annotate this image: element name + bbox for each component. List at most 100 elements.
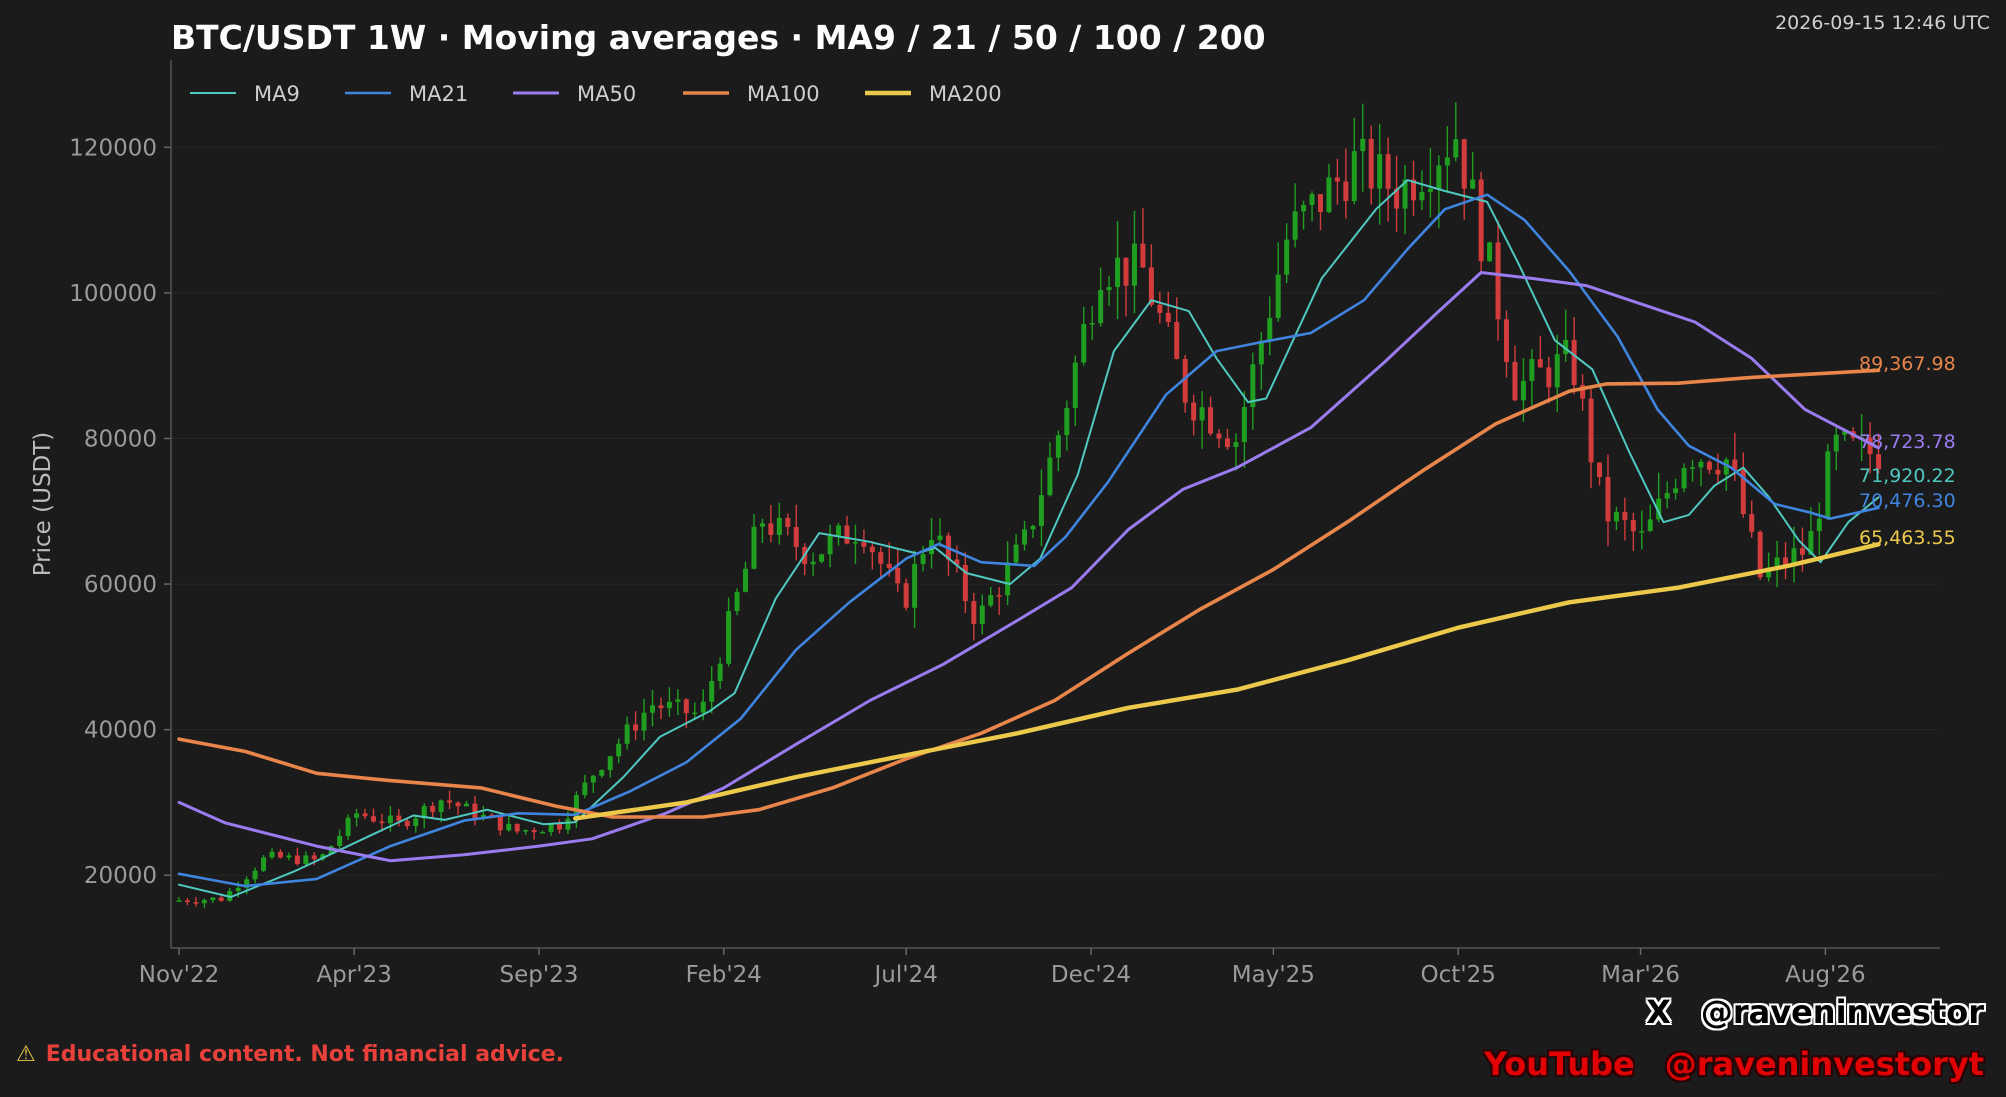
candle-body bbox=[827, 535, 833, 555]
candle-body bbox=[1825, 451, 1831, 519]
candle-body bbox=[193, 902, 199, 904]
candle-body bbox=[1597, 462, 1603, 478]
candle-body bbox=[1343, 181, 1349, 202]
y-tick-label: 20000 bbox=[84, 863, 157, 889]
candle-body bbox=[1740, 469, 1746, 515]
candle-body bbox=[1115, 257, 1121, 288]
candle-body bbox=[506, 823, 512, 831]
candle-body bbox=[184, 900, 190, 903]
candle-body bbox=[1630, 520, 1636, 532]
x-tick-label: Jul'24 bbox=[872, 962, 937, 988]
candle-body bbox=[912, 564, 918, 608]
candle-body bbox=[1233, 442, 1239, 448]
candle-body bbox=[988, 595, 994, 606]
candle-body bbox=[1453, 139, 1459, 158]
candle-body bbox=[717, 663, 723, 682]
candle-body bbox=[759, 523, 765, 527]
candle-body bbox=[1174, 321, 1180, 360]
candle-body bbox=[1723, 459, 1729, 475]
candle-body bbox=[413, 818, 419, 827]
x-tick-label: Dec'24 bbox=[1051, 962, 1131, 988]
series-line-ma50 bbox=[177, 271, 1880, 863]
candle-body bbox=[1656, 498, 1662, 520]
candle-body bbox=[793, 526, 799, 548]
candle-body bbox=[1326, 177, 1332, 213]
series-line-ma9 bbox=[178, 179, 1880, 898]
candle-body bbox=[1157, 304, 1163, 313]
candle-body bbox=[776, 517, 782, 535]
candle-body bbox=[261, 857, 267, 871]
candle-body bbox=[1005, 562, 1011, 596]
x-logo-icon: X bbox=[1646, 993, 1671, 1031]
candle-body bbox=[1639, 531, 1645, 533]
candle-body bbox=[878, 552, 884, 564]
candle-body bbox=[421, 805, 427, 819]
candle-body bbox=[1876, 454, 1882, 470]
candle-body bbox=[1757, 531, 1763, 578]
x-handle-text: @raveninvestor bbox=[1700, 993, 1984, 1031]
candle-body bbox=[1140, 243, 1146, 268]
candle-body bbox=[1013, 544, 1019, 563]
candle-body bbox=[379, 821, 385, 824]
candle-body bbox=[269, 851, 275, 858]
youtube-handle[interactable]: YouTube @raveninvestoryt bbox=[1484, 1045, 1984, 1083]
candle-body bbox=[1461, 139, 1467, 189]
candle-body bbox=[1377, 154, 1383, 189]
candle-body bbox=[996, 595, 1002, 597]
candle-body bbox=[1537, 359, 1543, 368]
x-handle[interactable]: X @raveninvestor bbox=[1646, 993, 1984, 1031]
candle-body bbox=[641, 712, 647, 731]
last-value-label-ma50: 78,723.78 bbox=[1859, 431, 1956, 453]
candle-body bbox=[962, 564, 968, 602]
candle-body bbox=[1385, 154, 1391, 189]
candle-body bbox=[692, 712, 698, 715]
candle-body bbox=[320, 854, 326, 860]
candle-body bbox=[1690, 467, 1696, 469]
x-tick-label: May'25 bbox=[1232, 962, 1315, 988]
candle-body bbox=[1191, 402, 1197, 421]
series-line-ma100 bbox=[177, 368, 1881, 819]
timestamp: 2026-09-15 12:46 UTC bbox=[1775, 12, 1990, 34]
legend-label: MA50 bbox=[577, 82, 636, 106]
candle-body bbox=[920, 554, 926, 565]
candle-body bbox=[1613, 511, 1619, 522]
candle-body bbox=[472, 803, 478, 819]
candle-body bbox=[1038, 495, 1044, 526]
candle-body bbox=[354, 813, 360, 818]
candle-body bbox=[607, 756, 613, 771]
candle-body bbox=[337, 835, 343, 847]
candle-body bbox=[1554, 354, 1560, 388]
legend-label: MA21 bbox=[409, 82, 468, 106]
candle-body bbox=[286, 855, 292, 858]
youtube-handle-text: @raveninvestoryt bbox=[1664, 1045, 1984, 1083]
candle-body bbox=[1512, 361, 1518, 401]
candle-body bbox=[201, 900, 207, 904]
candle-body bbox=[1520, 380, 1526, 401]
candle-body bbox=[489, 814, 495, 817]
candle-body bbox=[616, 743, 622, 757]
series-line-ma200 bbox=[573, 542, 1881, 821]
candle-body bbox=[1419, 191, 1425, 201]
candle-body bbox=[1478, 179, 1484, 262]
warning-icon: ⚠ bbox=[16, 1042, 36, 1067]
candle-body bbox=[514, 823, 520, 832]
candle-body bbox=[218, 897, 224, 901]
candle-body bbox=[1224, 438, 1230, 448]
candle-body bbox=[531, 830, 537, 833]
candle-body bbox=[447, 800, 453, 803]
candle-body bbox=[523, 830, 529, 832]
candle-body bbox=[768, 523, 774, 535]
candle-body bbox=[819, 554, 825, 562]
candle-body bbox=[1774, 557, 1780, 568]
candle-body bbox=[971, 601, 977, 624]
legend-label: MA9 bbox=[254, 82, 300, 106]
last-value-label-ma21: 70,476.30 bbox=[1859, 490, 1956, 512]
candle-body bbox=[1081, 323, 1087, 363]
candle-body bbox=[1529, 359, 1535, 381]
candle-body bbox=[1706, 461, 1712, 470]
x-tick-label: Feb'24 bbox=[686, 962, 762, 988]
candle-body bbox=[734, 591, 740, 612]
candle-body bbox=[1647, 519, 1653, 532]
last-value-label-ma200: 65,463.55 bbox=[1859, 527, 1956, 549]
